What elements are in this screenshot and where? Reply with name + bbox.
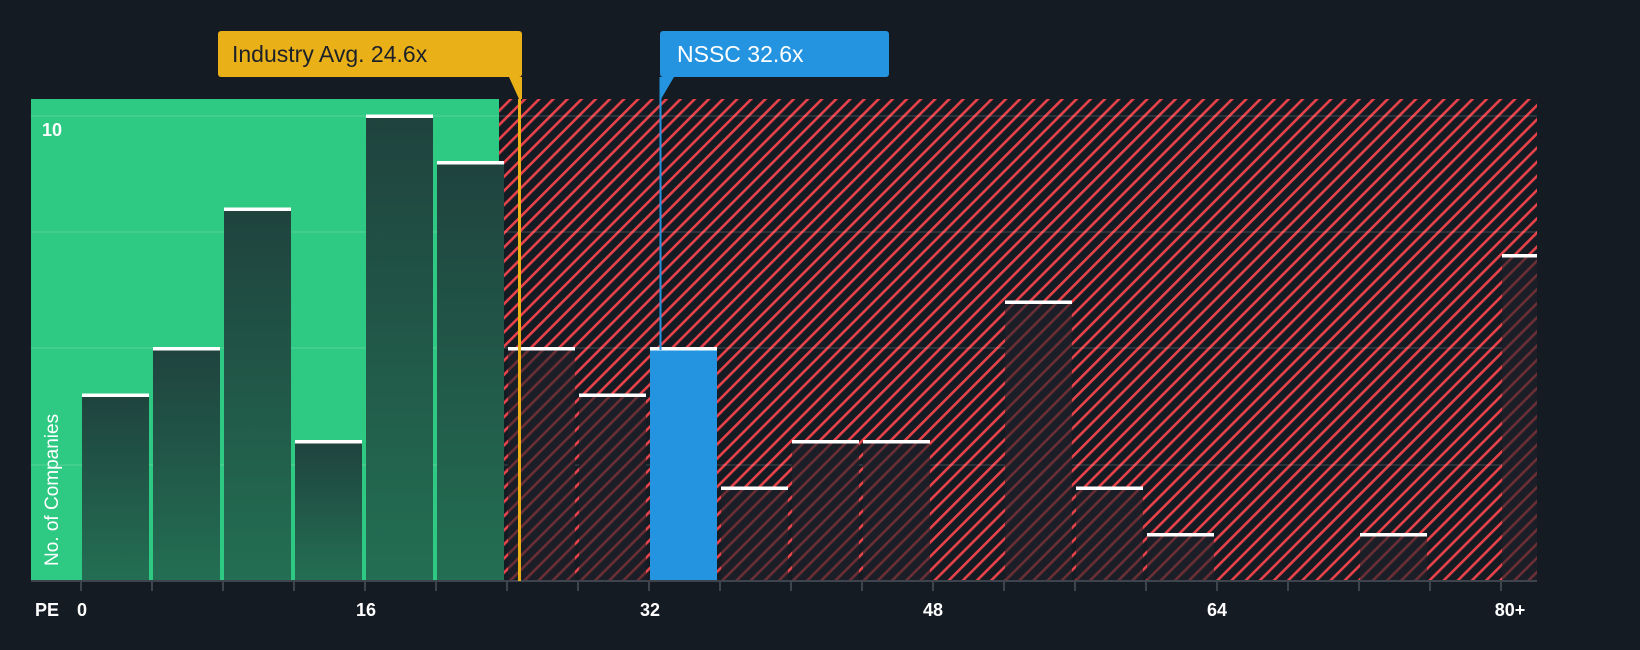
- histogram-bar: [82, 395, 149, 581]
- bar-top-marker: [224, 207, 291, 211]
- histogram-bar: [650, 348, 717, 581]
- histogram-bar: [579, 395, 646, 581]
- bar-top-marker: [82, 393, 149, 397]
- histogram-bar: [153, 348, 220, 581]
- histogram-bar: [295, 441, 362, 581]
- histogram-bar: [1502, 255, 1537, 581]
- histogram-bar: [224, 209, 291, 581]
- histogram-bar: [437, 162, 504, 581]
- industry-average-callout: Industry Avg. 24.6x: [218, 31, 522, 77]
- bar-top-marker: [579, 393, 646, 397]
- bar-top-marker: [508, 347, 575, 351]
- histogram-bar: [366, 116, 433, 581]
- x-tick-label: 16: [355, 600, 377, 620]
- industry-callout-pointer: [509, 77, 522, 99]
- bar-top-marker: [1360, 533, 1427, 537]
- x-axis-ticks: [80, 582, 1502, 591]
- histogram-bar: [1147, 534, 1214, 581]
- x-tick-label: 0: [76, 600, 88, 620]
- y-axis-title: No. of Companies: [42, 413, 63, 566]
- histogram-bar: [863, 441, 930, 581]
- bar-top-marker: [1147, 533, 1214, 537]
- bar-top-marker: [295, 440, 362, 444]
- histogram-bar: [1005, 302, 1072, 581]
- histogram-bars: [82, 114, 1537, 581]
- bar-top-marker: [1076, 486, 1143, 490]
- x-tick-label: 80+: [1494, 600, 1526, 620]
- bar-top-marker: [153, 347, 220, 351]
- bar-top-marker: [792, 440, 859, 444]
- y-tick-label-10: 10: [42, 120, 63, 140]
- histogram-bar: [1076, 488, 1143, 581]
- company-pe-callout: NSSC 32.6x: [660, 31, 889, 77]
- company-callout-pointer: [660, 77, 674, 99]
- histogram-bar: [1360, 534, 1427, 581]
- bar-top-marker: [1005, 300, 1072, 304]
- x-tick-label: 48: [922, 600, 944, 620]
- histogram-bar: [792, 441, 859, 581]
- x-axis-title: PE: [35, 600, 60, 620]
- bar-top-marker: [366, 114, 433, 118]
- bar-top-marker: [437, 161, 504, 165]
- x-tick-label: 64: [1206, 600, 1228, 620]
- x-tick-label: 32: [639, 600, 661, 620]
- histogram-bar: [721, 488, 788, 581]
- bar-top-marker: [863, 440, 930, 444]
- bar-top-marker: [650, 347, 717, 351]
- bar-top-marker: [1502, 254, 1537, 258]
- bar-top-marker: [721, 486, 788, 490]
